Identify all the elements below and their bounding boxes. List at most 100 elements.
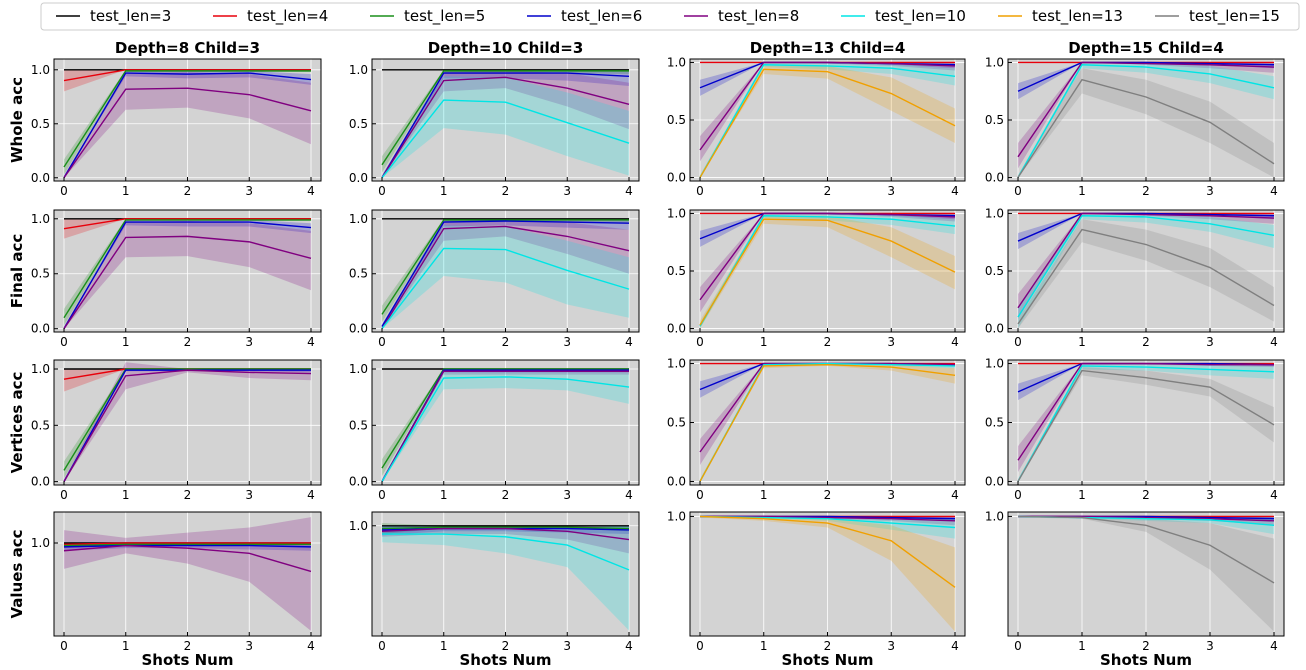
x-tick-label: 3 <box>887 184 895 198</box>
series-line <box>1017 212 1275 242</box>
x-tick-label: 2 <box>1142 488 1150 502</box>
confidence-band <box>64 69 311 92</box>
confidence-band <box>64 362 311 482</box>
y-tick-label: 1.0 <box>985 55 1004 69</box>
x-tick-label: 0 <box>378 639 386 653</box>
x-tick-label: 3 <box>887 488 895 502</box>
x-tick-label: 2 <box>184 184 192 198</box>
subplot: 0 1 2 3 4 0.0 0.5 1.0 <box>31 209 322 349</box>
x-tick-label: 1 <box>1078 335 1086 349</box>
x-tick-label: 2 <box>184 488 192 502</box>
confidence-band <box>64 70 311 178</box>
subplot: 0 1 2 3 4 0.0 0.5 1.0 <box>31 58 322 198</box>
y-tick-label: 0.5 <box>31 267 50 281</box>
y-tick-label: 0.0 <box>667 474 686 488</box>
y-tick-label: 1.0 <box>667 206 686 220</box>
legend-label: test_len=13 <box>1032 7 1123 26</box>
x-tick-label: 1 <box>440 488 448 502</box>
confidence-band <box>382 219 629 329</box>
legend: test_len=3 test_len=4 test_len=5 test_len=6… <box>40 2 1300 31</box>
series-line <box>63 70 311 168</box>
x-tick-label: 3 <box>563 335 571 349</box>
x-tick-label: 1 <box>440 335 448 349</box>
column-title: Depth=15 Child=4 <box>1068 39 1224 57</box>
x-tick-label: 0 <box>378 488 386 502</box>
confidence-band <box>700 363 955 482</box>
x-tick-label: 3 <box>245 335 253 349</box>
x-tick-label: 0 <box>1014 639 1022 653</box>
x-tick-label: 1 <box>122 639 130 653</box>
x-tick-label: 0 <box>378 335 386 349</box>
x-tick-label: 3 <box>1206 639 1214 653</box>
y-tick-label: 0.0 <box>31 171 50 185</box>
series-line <box>1017 215 1275 318</box>
series-line <box>1017 362 1274 461</box>
series-line <box>381 368 629 469</box>
x-tick-label: 4 <box>951 639 959 653</box>
x-tick-label: 0 <box>60 335 68 349</box>
x-tick-label: 3 <box>1206 335 1214 349</box>
series-line <box>1017 61 1275 158</box>
legend-item: test_len=5 <box>370 7 485 26</box>
y-tick-label: 0.5 <box>349 418 368 432</box>
x-tick-label: 1 <box>440 639 448 653</box>
y-tick-label: 1.0 <box>667 509 686 523</box>
series-line <box>381 225 630 330</box>
confidence-band <box>700 516 955 632</box>
legend-item: test_len=10 <box>841 7 966 26</box>
confidence-band <box>382 370 629 482</box>
series-line <box>63 219 311 319</box>
confidence-band <box>1018 363 1274 482</box>
y-tick-label: 0.5 <box>985 264 1004 278</box>
series-line <box>699 61 956 151</box>
x-tick-label: 0 <box>696 639 704 653</box>
x-tick-label: 3 <box>245 639 253 653</box>
series-line <box>63 87 312 179</box>
y-tick-label: 0.5 <box>31 418 50 432</box>
series-line <box>699 364 956 482</box>
y-tick-label: 0.0 <box>31 322 50 336</box>
x-axis-label: Shots Num <box>460 651 552 669</box>
x-tick-label: 0 <box>1014 184 1022 198</box>
x-tick-label: 3 <box>563 488 571 502</box>
confidence-band <box>700 62 955 96</box>
subplot: 0 1 2 3 4 0.0 0.5 1.0 <box>985 55 1285 198</box>
legend-label: test_len=8 <box>718 7 799 26</box>
x-tick-label: 3 <box>1206 488 1214 502</box>
y-tick-label: 0.0 <box>985 322 1004 336</box>
series-line <box>699 515 956 588</box>
legend-label: test_len=4 <box>247 7 328 26</box>
series-line <box>63 218 311 230</box>
y-tick-label: 0.5 <box>349 117 368 131</box>
x-tick-label: 4 <box>1270 488 1278 502</box>
confidence-band <box>1018 68 1274 178</box>
x-tick-label: 2 <box>502 639 510 653</box>
subplot: 0 1 2 3 4 0.0 0.5 1.0 <box>985 357 1285 502</box>
x-tick-label: 3 <box>887 639 895 653</box>
series-line <box>382 533 630 571</box>
x-tick-label: 4 <box>307 184 315 198</box>
legend-item: test_len=13 <box>998 7 1123 26</box>
series-line <box>63 542 311 545</box>
subplot: 0 1 2 3 4 0.0 0.5 1.0 <box>667 357 966 502</box>
series-line <box>381 526 630 530</box>
confidence-band <box>700 213 955 247</box>
x-tick-label: 2 <box>184 335 192 349</box>
y-tick-label: 0.0 <box>349 171 368 185</box>
y-tick-label: 1.0 <box>31 212 50 226</box>
x-axis-label: Shots Num <box>1100 651 1192 669</box>
subplot: 0 1 2 3 4 1.0 <box>31 511 322 653</box>
y-tick-label: 1.0 <box>985 357 1004 371</box>
x-tick-label: 1 <box>760 335 768 349</box>
series-line <box>63 368 311 471</box>
confidence-band <box>382 76 629 178</box>
x-tick-label: 1 <box>122 335 130 349</box>
x-tick-label: 4 <box>307 639 315 653</box>
x-tick-label: 1 <box>760 639 768 653</box>
series-line <box>63 544 312 548</box>
y-tick-label: 1.0 <box>31 536 50 550</box>
x-tick-label: 1 <box>440 184 448 198</box>
x-tick-label: 2 <box>502 335 510 349</box>
subplot: 0 1 2 3 4 0.0 0.5 1.0 <box>349 359 640 502</box>
confidence-band <box>700 215 955 329</box>
